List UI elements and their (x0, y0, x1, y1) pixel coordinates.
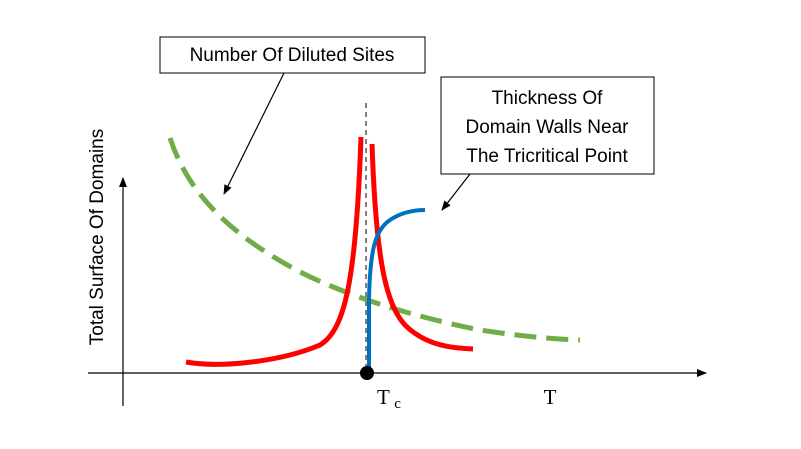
domain-walls-label-line1: Thickness Of (492, 88, 604, 109)
tc-label-main: T (377, 385, 390, 409)
diluted-sites-pointer-arrow (223, 72, 285, 195)
y-axis-label: Total Surface Of Domains (87, 129, 108, 345)
diluted-sites-label-box (159, 36, 426, 74)
diluted-sites-label: Number Of Diluted Sites (190, 45, 395, 66)
tc-label: T c (377, 385, 401, 412)
surface-curve-left (185, 136, 364, 367)
domain-walls-label-line2: Domain Walls Near (466, 117, 630, 138)
x-axis-label: T (544, 385, 557, 409)
domain-walls-pointer-arrow (441, 173, 471, 211)
tricritical-point (360, 366, 374, 380)
diluted-sites-curve (167, 137, 581, 343)
domain-wall-thickness-curve (367, 208, 426, 372)
domain-walls-label-box (440, 76, 655, 175)
tc-label-sub: c (394, 396, 401, 412)
surface-curve-right (369, 143, 474, 352)
domain-walls-label-line3: The Tricritical Point (466, 146, 628, 167)
